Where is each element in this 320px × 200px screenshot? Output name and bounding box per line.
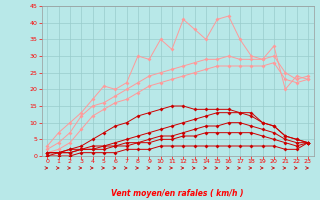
Text: Vent moyen/en rafales ( km/h ): Vent moyen/en rafales ( km/h ) <box>111 189 244 198</box>
